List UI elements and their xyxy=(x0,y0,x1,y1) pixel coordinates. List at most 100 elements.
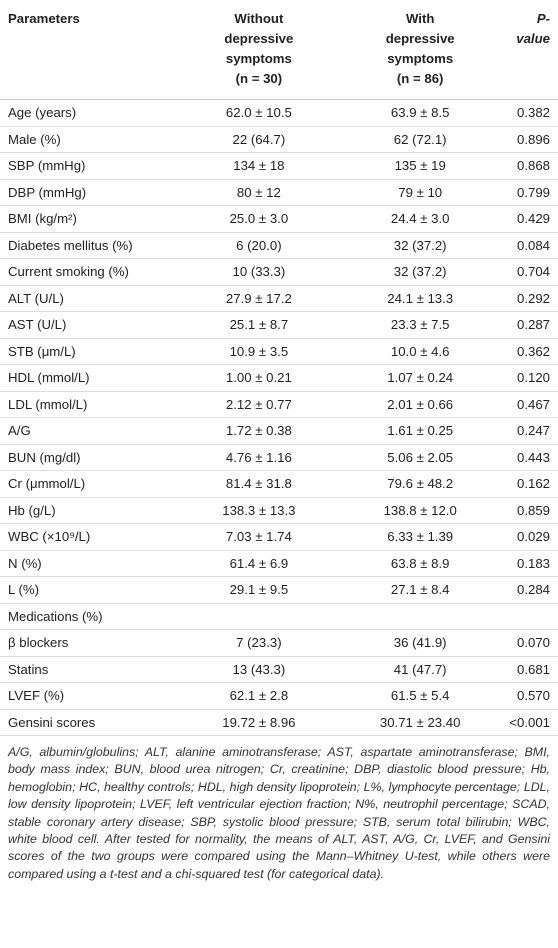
footnote: A/G, albumin/globulins; ALT, alanine ami… xyxy=(8,745,550,881)
table-row: N (%) 61.4 ± 6.9 63.8 ± 8.9 0.183 xyxy=(0,550,558,577)
table-row: BUN (mg/dl) 4.76 ± 1.16 5.06 ± 2.05 0.443 xyxy=(0,444,558,471)
table-cell: 7.03 ± 1.74 xyxy=(180,523,338,551)
table-cell: 13 (43.3) xyxy=(180,656,338,683)
header-cell: With depressive symptoms (n = 86) xyxy=(337,0,504,100)
table-cell: DBP (mmHg) xyxy=(0,179,181,206)
table-cell: 0.029 xyxy=(503,523,558,551)
table-cell: 79 ± 10 xyxy=(337,179,504,206)
table-cell: 1.61 ± 0.25 xyxy=(337,417,504,445)
table-cell: 0.704 xyxy=(503,258,558,286)
table-row: Gensini scores 19.72 ± 8.96 30.71 ± 23.40 <… xyxy=(0,709,558,736)
header-line: depressive xyxy=(224,31,294,46)
table-cell: Age (years) xyxy=(0,99,181,127)
header-line: symptoms xyxy=(225,51,292,66)
table-cell: 0.859 xyxy=(503,497,558,524)
table-row: L (%) 29.1 ± 9.5 27.1 ± 8.4 0.284 xyxy=(0,576,558,604)
table-cell: 135 ± 19 xyxy=(337,152,504,180)
header-line: Without xyxy=(234,11,284,26)
table-cell: Diabetes mellitus (%) xyxy=(0,232,181,259)
table-row: Current smoking (%) 10 (33.3) 32 (37.2) 0.7… xyxy=(0,258,558,286)
header-cell: P-value xyxy=(503,0,558,100)
table-row: A/G 1.72 ± 0.38 1.61 ± 0.25 0.247 xyxy=(0,417,558,445)
footnotes: A/G, albumin/globulins; ALT, alanine ami… xyxy=(0,736,558,883)
table-cell: 0.284 xyxy=(503,576,558,604)
table-cell: 4.76 ± 1.16 xyxy=(180,444,338,471)
table-cell: Current smoking (%) xyxy=(0,258,181,286)
table-cell: A/G xyxy=(0,417,181,445)
table-row: Male (%) 22 (64.7) 62 (72.1) 0.896 xyxy=(0,126,558,153)
header-cell: Parameters xyxy=(0,0,181,100)
header-row: Parameters Without depressive symptoms (n = … xyxy=(0,0,558,100)
table-row: LVEF (%) 62.1 ± 2.8 61.5 ± 5.4 0.570 xyxy=(0,682,558,710)
table-cell: 27.9 ± 17.2 xyxy=(180,285,338,312)
table-cell: 24.1 ± 13.3 xyxy=(337,285,504,312)
table-cell: Statins xyxy=(0,656,181,683)
table-cell: 0.183 xyxy=(503,550,558,577)
table-cell: 2.01 ± 0.66 xyxy=(337,391,504,418)
table-cell: 0.292 xyxy=(503,285,558,312)
table-row: Hb (g/L) 138.3 ± 13.3 138.8 ± 12.0 0.859 xyxy=(0,497,558,524)
table-cell: 10.9 ± 3.5 xyxy=(180,338,338,365)
table-cell: Hb (g/L) xyxy=(0,497,181,524)
table-cell: 25.0 ± 3.0 xyxy=(180,205,338,233)
table-cell: 24.4 ± 3.0 xyxy=(337,205,504,233)
table-cell: 6 (20.0) xyxy=(180,232,338,259)
table-row: STB (μm/L) 10.9 ± 3.5 10.0 ± 4.6 0.362 xyxy=(0,338,558,365)
table-cell: LVEF (%) xyxy=(0,682,181,710)
table-cell: 62.1 ± 2.8 xyxy=(180,682,338,710)
table-cell: 0.443 xyxy=(503,444,558,471)
table-cell: AST (U/L) xyxy=(0,311,181,339)
table-cell: 62 (72.1) xyxy=(337,126,504,153)
table-cell: 134 ± 18 xyxy=(180,152,338,180)
table-cell: 0.287 xyxy=(503,311,558,339)
header-line: (n = 30) xyxy=(235,71,283,86)
table-row: WBC (×10⁹/L) 7.03 ± 1.74 6.33 ± 1.39 0.029 xyxy=(0,523,558,551)
table-row: Statins 13 (43.3) 41 (47.7) 0.681 xyxy=(0,656,558,683)
data-table: Parameters Without depressive symptoms (n = … xyxy=(0,0,558,736)
table-row: Age (years) 62.0 ± 10.5 63.9 ± 8.5 0.382 xyxy=(0,99,558,127)
header-line: (n = 86) xyxy=(396,71,444,86)
table-cell: 2.12 ± 0.77 xyxy=(180,391,338,418)
table-cell: 0.896 xyxy=(503,126,558,153)
table-row: Medications (%) xyxy=(0,603,558,630)
table-cell: 0.070 xyxy=(503,629,558,657)
table-cell: 0.868 xyxy=(503,152,558,180)
table-cell xyxy=(503,603,558,630)
table-cell: LDL (mmol/L) xyxy=(0,391,181,418)
header-line: symptoms xyxy=(387,51,454,66)
table-cell: 19.72 ± 8.96 xyxy=(180,709,338,736)
table-cell: N (%) xyxy=(0,550,181,577)
table-row: BMI (kg/m²) 25.0 ± 3.0 24.4 ± 3.0 0.429 xyxy=(0,205,558,233)
table-cell: 32 (37.2) xyxy=(337,258,504,286)
table-cell: 61.4 ± 6.9 xyxy=(180,550,338,577)
table-cell: 27.1 ± 8.4 xyxy=(337,576,504,604)
table-cell: 0.084 xyxy=(503,232,558,259)
table-cell: STB (μm/L) xyxy=(0,338,181,365)
table-cell: 32 (37.2) xyxy=(337,232,504,259)
table-row: AST (U/L) 25.1 ± 8.7 23.3 ± 7.5 0.287 xyxy=(0,311,558,339)
table-cell: L (%) xyxy=(0,576,181,604)
table-cell: 22 (64.7) xyxy=(180,126,338,153)
table-cell: Male (%) xyxy=(0,126,181,153)
table-cell: 30.71 ± 23.40 xyxy=(337,709,504,736)
table-cell: 0.467 xyxy=(503,391,558,418)
table-cell: 0.382 xyxy=(503,99,558,127)
table-cell: 0.120 xyxy=(503,364,558,392)
table-cell: 0.799 xyxy=(503,179,558,206)
table-cell: β blockers xyxy=(0,629,181,657)
table-cell: 80 ± 12 xyxy=(180,179,338,206)
table-cell: WBC (×10⁹/L) xyxy=(0,523,181,551)
table-cell: BUN (mg/dl) xyxy=(0,444,181,471)
table-cell: 1.72 ± 0.38 xyxy=(180,417,338,445)
table-cell: 36 (41.9) xyxy=(337,629,504,657)
table-row: DBP (mmHg) 80 ± 12 79 ± 10 0.799 xyxy=(0,179,558,206)
header-cell: Without depressive symptoms (n = 30) xyxy=(180,0,338,100)
table-cell: SBP (mmHg) xyxy=(0,152,181,180)
table-row: ALT (U/L) 27.9 ± 17.2 24.1 ± 13.3 0.292 xyxy=(0,285,558,312)
table-cell: HDL (mmol/L) xyxy=(0,364,181,392)
table-row: HDL (mmol/L) 1.00 ± 0.21 1.07 ± 0.24 0.120 xyxy=(0,364,558,392)
table-cell: 0.162 xyxy=(503,470,558,498)
table-cell: 81.4 ± 31.8 xyxy=(180,470,338,498)
table-cell: 62.0 ± 10.5 xyxy=(180,99,338,127)
